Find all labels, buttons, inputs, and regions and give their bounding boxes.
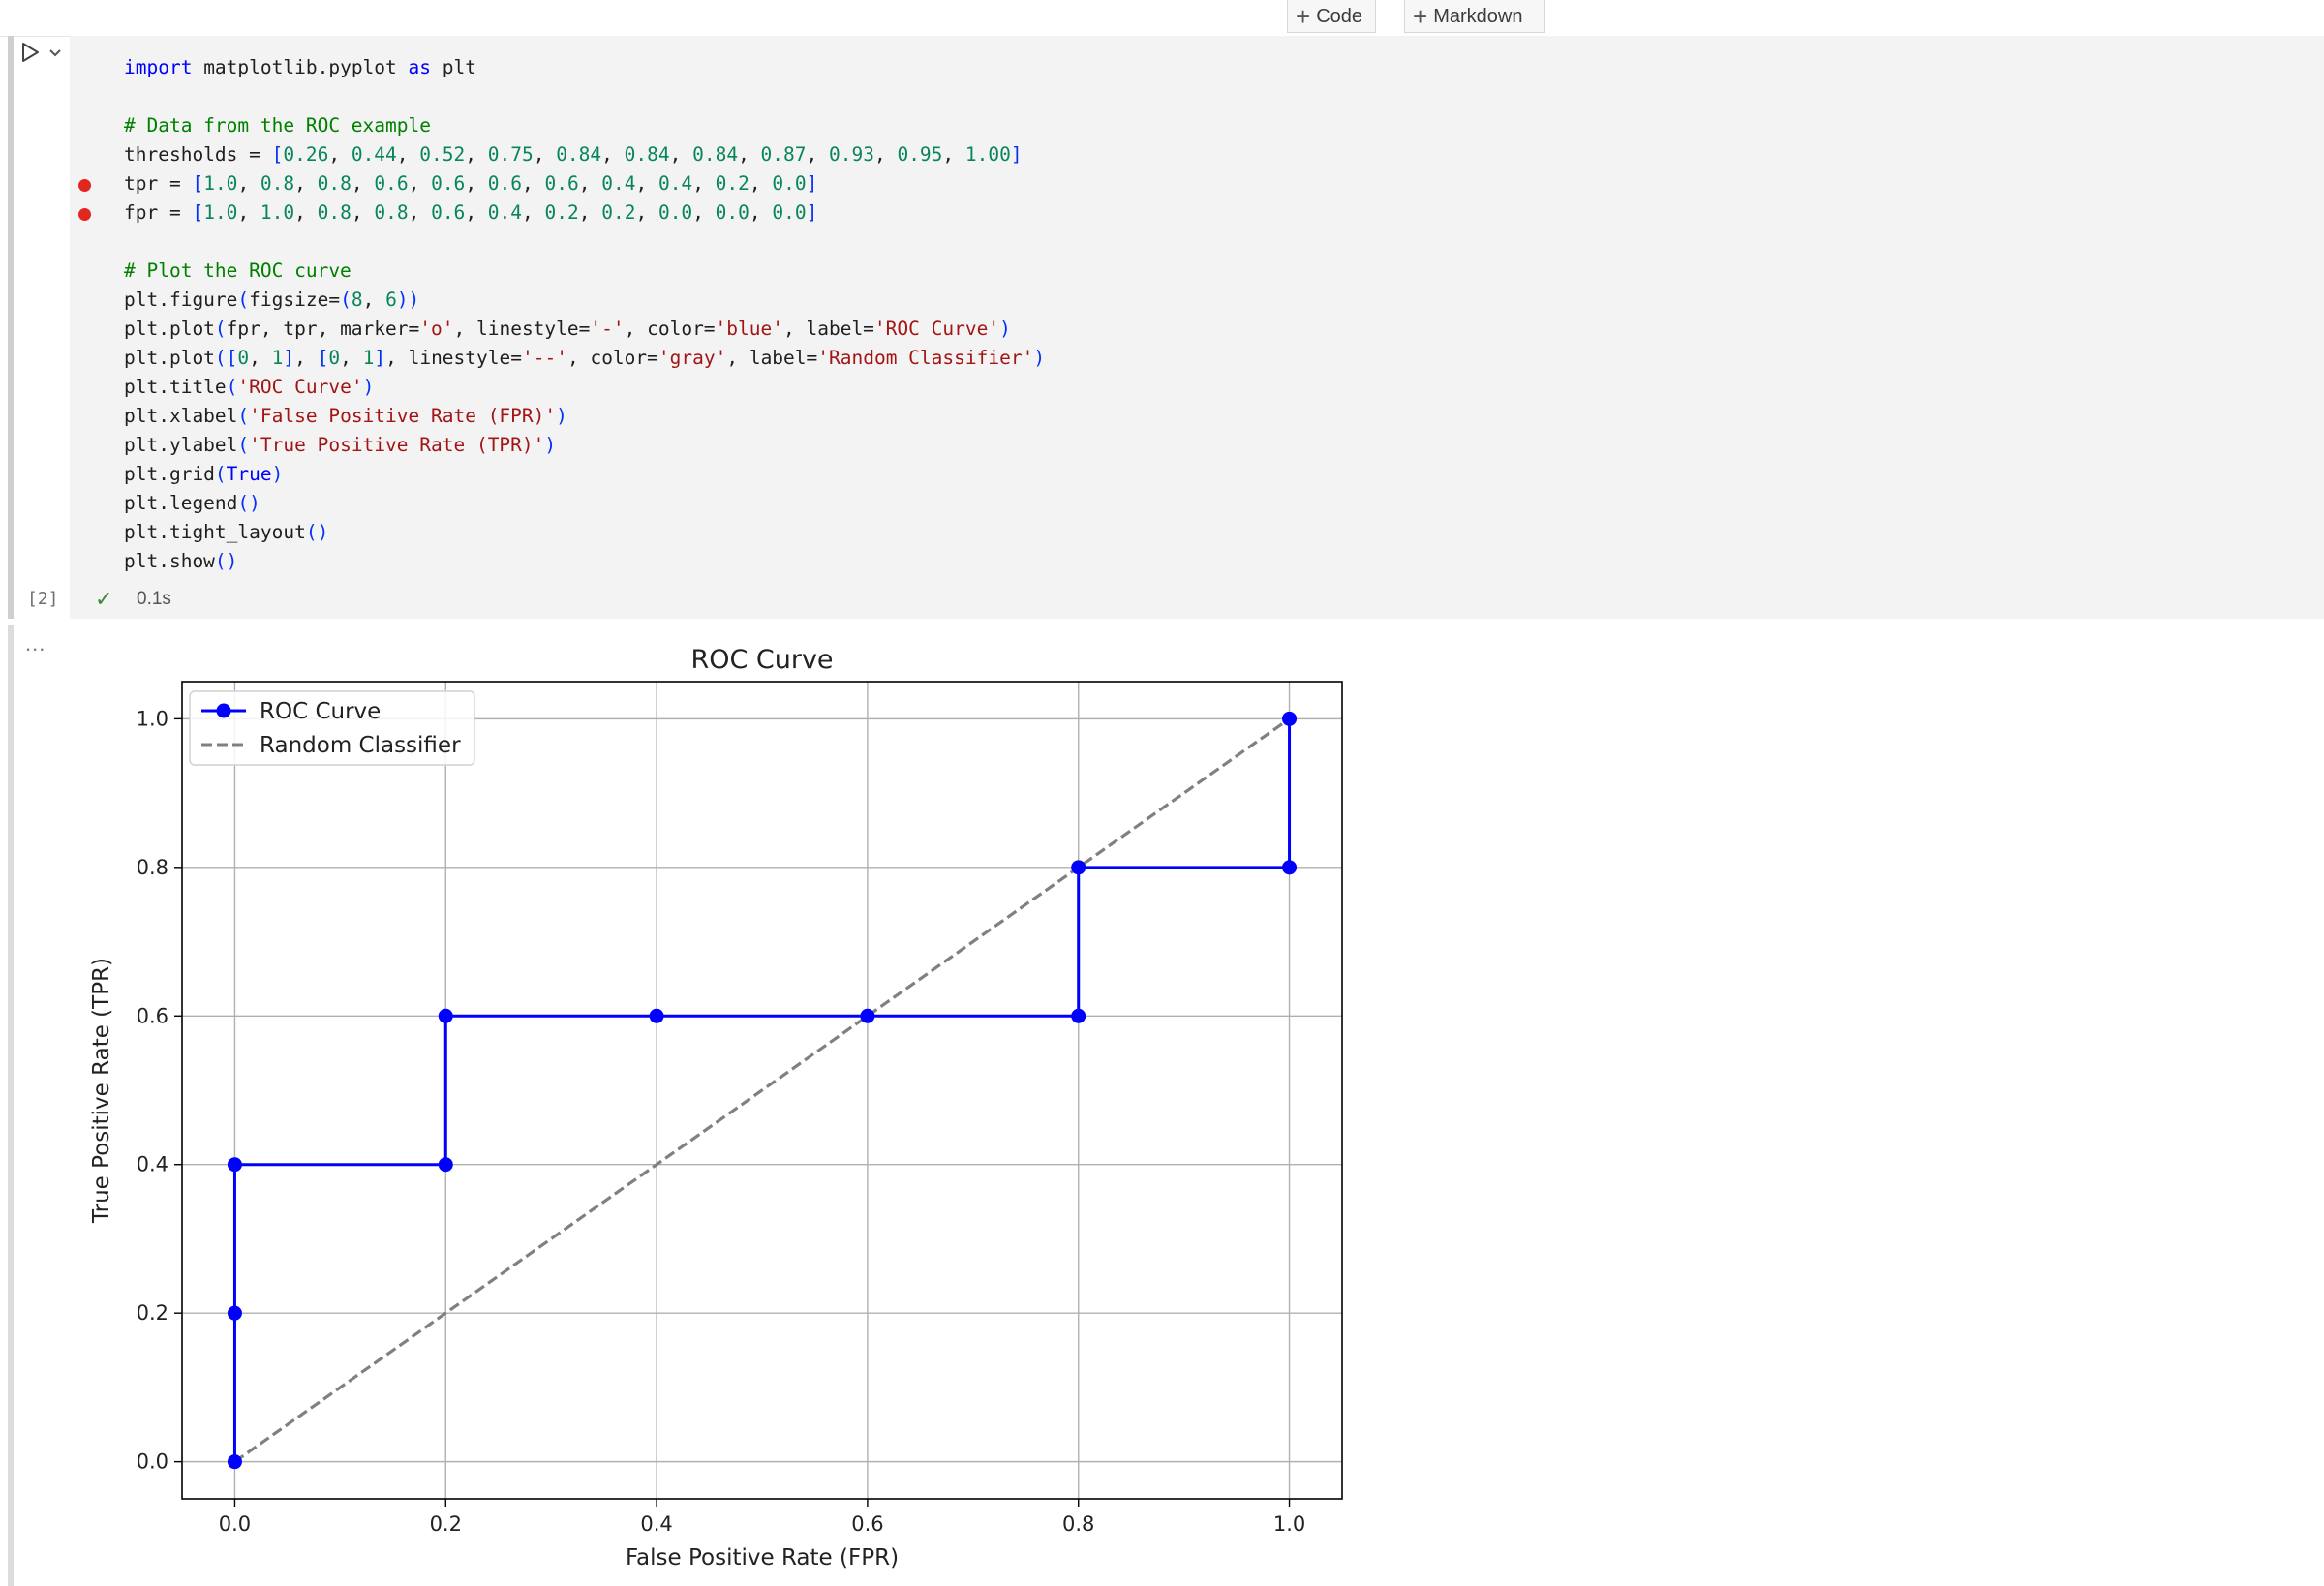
output-menu-button[interactable]: ... [25, 631, 46, 656]
plus-icon: + [1296, 2, 1311, 31]
y-tick-label: 0.8 [137, 856, 168, 879]
x-tick-label: 1.0 [1273, 1512, 1305, 1536]
roc-curve-point [1282, 711, 1298, 726]
legend-swatch-marker [216, 703, 231, 718]
notebook-toolbar: + Code + Markdown [0, 0, 2324, 37]
chart-ticks: 0.0 0.2 0.4 0.6 0.8 1.0 0.0 0.2 0.4 0.6 0.8 1.0 [137, 707, 1306, 1536]
axes-frame [181, 681, 1343, 1500]
execution-count: [2] [27, 589, 59, 609]
add-markdown-label: Markdown [1433, 6, 1523, 27]
add-markdown-cell-button[interactable]: + Markdown [1404, 0, 1545, 33]
y-tick-label: 0.0 [137, 1450, 168, 1474]
x-tick-label: 0.2 [430, 1512, 462, 1536]
code-editor-background[interactable] [70, 36, 2324, 619]
roc-curve-point [438, 1157, 453, 1173]
breakpoint-marker[interactable] [78, 179, 91, 192]
legend-box [189, 690, 475, 766]
x-tick-label: 0.4 [640, 1512, 672, 1536]
chart-legend: ROC Curve Random Classifier [189, 690, 475, 766]
y-tick-label: 0.2 [137, 1301, 168, 1325]
success-check-icon: ✓ [95, 587, 113, 611]
add-code-cell-button[interactable]: + Code [1287, 0, 1376, 33]
code-editor[interactable]: import matplotlib.pyplot as plt # Data f… [124, 56, 1046, 572]
execution-time: 0.1s [137, 589, 171, 609]
roc-curve-point [227, 1305, 242, 1321]
y-tick-label: 0.4 [137, 1153, 168, 1176]
y-tick-label: 0.6 [137, 1004, 168, 1027]
x-tick-label: 0.0 [219, 1512, 251, 1536]
output-focus-bar [8, 625, 14, 1586]
x-tick-label: 0.8 [1062, 1512, 1094, 1536]
x-tick-label: 0.6 [851, 1512, 883, 1536]
roc-chart: ROC Curve 0.0 0.2 0.4 0.6 0.8 1.0 0.0 0.2 0.4 0.6… [89, 645, 1343, 1571]
legend-label: ROC Curve [260, 699, 381, 724]
roc-curve-point [1071, 860, 1086, 875]
legend-label: Random Classifier [260, 733, 461, 758]
run-cell-icon [22, 43, 61, 62]
chart-series [227, 711, 1298, 1470]
roc-curve-point [649, 1008, 664, 1023]
roc-curve-point [1071, 1008, 1086, 1023]
y-tick-label: 1.0 [137, 707, 168, 730]
roc-curve-point [860, 1008, 875, 1023]
random-classifier-line [233, 717, 1291, 1463]
roc-curve-point [438, 1008, 453, 1023]
roc-curve-point [1282, 860, 1298, 875]
roc-curve-point [227, 1454, 242, 1470]
chart-title: ROC Curve [690, 645, 833, 675]
add-code-label: Code [1316, 6, 1362, 27]
x-axis-label: False Positive Rate (FPR) [626, 1545, 899, 1571]
run-cell-button[interactable] [19, 39, 62, 68]
breakpoint-marker[interactable] [78, 208, 91, 221]
y-axis-label: True Positive Rate (TPR) [89, 958, 114, 1224]
roc-curve-point [227, 1157, 242, 1173]
plus-icon: + [1413, 2, 1428, 31]
cell-focus-bar [8, 36, 14, 619]
